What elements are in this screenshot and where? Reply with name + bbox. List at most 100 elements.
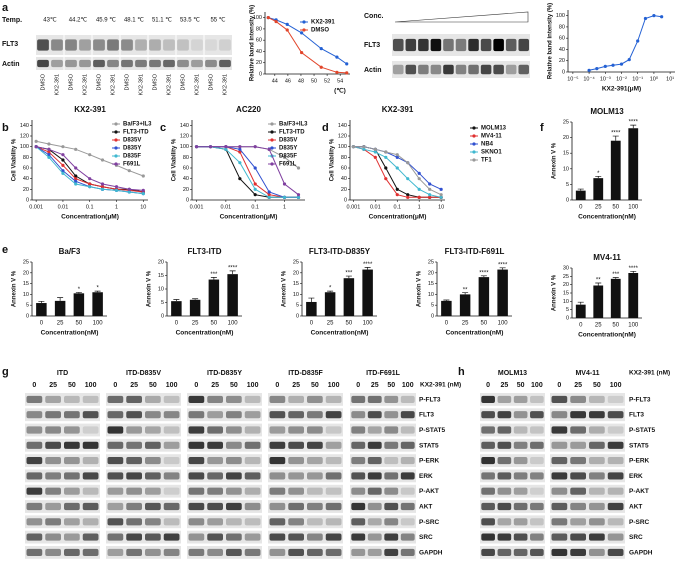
blot-band	[26, 411, 43, 419]
temperature-label: 44.2℃	[69, 18, 88, 24]
error-bar	[577, 301, 584, 305]
row-label: Temp.	[2, 17, 22, 24]
blot-strip	[106, 408, 181, 422]
y-tick-label: 0	[259, 71, 262, 77]
data-point	[282, 182, 287, 186]
row-label: GAPDH	[629, 549, 653, 556]
y-tick-label: 0	[344, 197, 347, 203]
blot-band	[244, 411, 261, 419]
blot-band	[126, 502, 142, 511]
y-tick-label: 40	[183, 176, 189, 182]
significance-label: ****	[228, 265, 238, 271]
blot-strip	[480, 393, 545, 406]
blot-strip	[480, 546, 545, 559]
y-tick-label: 5	[161, 300, 164, 306]
bar	[171, 301, 182, 316]
data-point	[439, 195, 443, 199]
dose-label: 25	[292, 382, 300, 389]
row-label: P-FLT3	[419, 396, 441, 403]
y-tick-label: 40	[256, 49, 262, 55]
blot-band	[226, 472, 242, 480]
y-axis-label: Cell Viability %	[12, 138, 18, 181]
blot-band	[497, 395, 512, 403]
error-bar	[364, 267, 371, 270]
blot-band	[45, 441, 61, 449]
dose-label: 100	[247, 382, 259, 389]
y-tick-label: 0	[26, 197, 29, 203]
significance-label: *	[96, 286, 99, 292]
blot-band	[269, 426, 286, 434]
dose-label: 100	[610, 382, 622, 389]
data-point	[114, 185, 119, 189]
blot-band	[177, 59, 189, 68]
bar	[497, 269, 508, 316]
x-tick-label: 1	[283, 204, 286, 210]
error-bar	[229, 270, 236, 275]
bar	[459, 294, 471, 316]
blot-strip	[550, 393, 625, 406]
blot-strip	[187, 393, 262, 406]
data-point	[238, 161, 242, 165]
blot-strip	[106, 515, 181, 529]
blot-strip	[350, 469, 416, 483]
blot-band	[207, 457, 223, 465]
blot-band	[82, 548, 99, 556]
blot-strip	[106, 438, 181, 452]
blot-strip	[550, 438, 625, 452]
x-tick-label: 10⁻¹	[632, 76, 643, 82]
blot-band	[325, 411, 342, 419]
data-point	[611, 63, 615, 67]
blot-band	[145, 426, 161, 434]
data-point	[417, 187, 421, 191]
data-point	[627, 58, 631, 62]
blot-band	[570, 395, 586, 403]
y-tick-label: 20	[183, 187, 189, 193]
y-tick-label: 20	[559, 58, 565, 64]
chart-title: KX2-391	[382, 105, 414, 114]
blot-strip	[480, 484, 545, 498]
data-point	[141, 192, 145, 196]
blot-band	[163, 395, 180, 403]
x-tick-label: 50	[346, 321, 353, 327]
data-point	[384, 177, 388, 181]
blot-strip	[550, 500, 625, 513]
blot-band	[468, 38, 479, 52]
blot-band	[384, 502, 399, 511]
row-label: AKT	[419, 503, 432, 510]
dose-label: 25	[500, 382, 508, 389]
dose-label: 25	[211, 382, 219, 389]
group-label: ITD-D835Y	[207, 370, 242, 377]
blot-band	[126, 533, 142, 541]
dose-label: 100	[85, 382, 97, 389]
blot-band	[367, 441, 382, 449]
lane-label: DMSO	[68, 73, 74, 90]
blot-strip	[268, 515, 343, 529]
blot-band	[513, 441, 528, 449]
blot-band	[570, 487, 586, 495]
blot-band	[400, 457, 415, 465]
blot-strip	[106, 469, 181, 483]
row-label: Actin	[2, 61, 20, 68]
blot-strip	[550, 530, 625, 544]
blot-strip	[187, 438, 262, 452]
blot-band	[325, 502, 342, 511]
row-label: P-AKT	[629, 488, 649, 495]
blot-band	[188, 411, 205, 419]
blot-band	[244, 426, 261, 434]
blot-band	[82, 472, 99, 480]
blot-band	[443, 38, 454, 52]
x-tick-label: 48	[298, 78, 304, 84]
data-point	[300, 50, 304, 55]
blot-band	[589, 472, 605, 480]
blot-band	[400, 533, 415, 541]
temperature-label: 48.1 ℃	[124, 18, 144, 24]
blot-band	[607, 548, 624, 556]
blot-band	[226, 548, 242, 556]
y-tick-label: 15	[563, 290, 569, 296]
data-point	[406, 177, 410, 181]
lane-label: KX2-391	[138, 74, 144, 95]
data-point	[47, 150, 51, 154]
chart-title: FLT3-ITD	[187, 247, 221, 256]
blot-strip	[25, 393, 100, 406]
